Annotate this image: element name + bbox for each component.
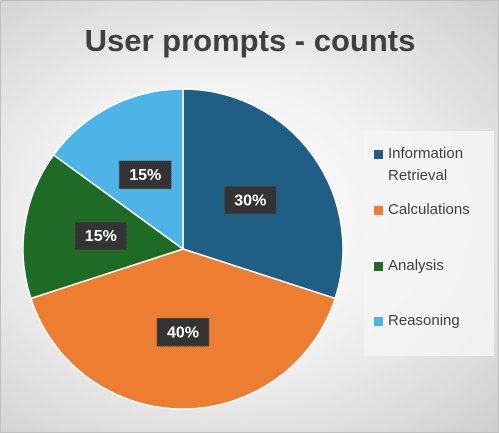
legend-item: Calculations — [374, 199, 499, 221]
chart-title: User prompts - counts — [85, 23, 416, 58]
legend-item: Analysis — [374, 255, 499, 277]
data-label-box — [74, 221, 128, 251]
legend-label: Reasoning — [388, 312, 460, 329]
data-label-box — [118, 160, 172, 190]
data-label-box — [223, 185, 277, 215]
pie-slice — [52, 88, 184, 251]
data-label: 30% — [234, 192, 266, 209]
data-label: 15% — [85, 228, 117, 245]
data-label-box — [156, 317, 210, 347]
legend-item: Reasoning — [374, 310, 499, 332]
legend-label: Information Retrieval — [388, 145, 464, 184]
legend-swatch — [374, 317, 383, 326]
legend: Information Retrieval Calculations Analysi… — [364, 131, 494, 356]
data-label: 40% — [167, 324, 199, 341]
legend-swatch — [374, 262, 383, 271]
legend-swatch — [374, 206, 383, 215]
data-label: 15% — [129, 167, 161, 184]
legend-swatch — [374, 150, 383, 159]
legend-item: Information Retrieval — [374, 143, 499, 187]
legend-label: Calculations — [388, 201, 470, 218]
legend-label: Analysis — [388, 257, 444, 274]
